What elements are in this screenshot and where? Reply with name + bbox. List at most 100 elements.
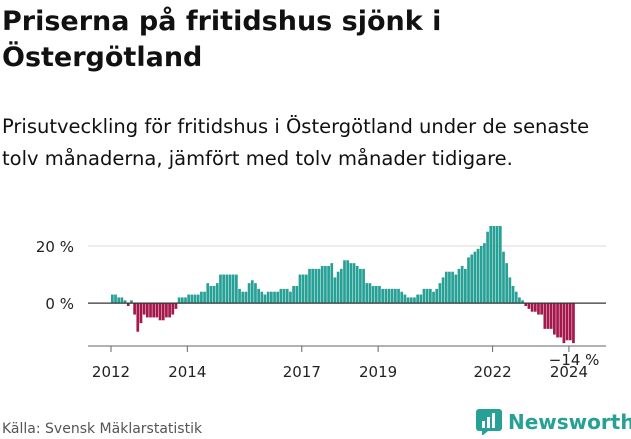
bar: [111, 294, 114, 304]
bar: [190, 294, 194, 304]
bar: [489, 226, 493, 304]
bar: [568, 303, 572, 341]
bar: [292, 286, 295, 304]
bar: [362, 268, 365, 304]
bar: [537, 303, 540, 315]
bar: [470, 254, 474, 304]
bar: [298, 274, 302, 304]
bar: [562, 303, 566, 344]
bar: [521, 300, 524, 304]
bar: [317, 268, 321, 304]
bar: [511, 286, 515, 304]
bar: [438, 283, 442, 304]
y-tick-label: 0 %: [45, 295, 74, 313]
bar: [559, 303, 563, 338]
bar: [196, 294, 200, 304]
bar: [473, 251, 477, 304]
x-tick-label: 2024: [550, 363, 588, 381]
x-tick-label: 2014: [168, 363, 206, 381]
bar: [161, 303, 165, 321]
bar: [219, 274, 222, 304]
bar: [177, 297, 181, 304]
value-annotation: −14 %: [549, 351, 600, 369]
bar: [454, 274, 458, 304]
bar: [349, 263, 353, 304]
bar: [336, 271, 340, 304]
bar: [543, 303, 547, 329]
bar: [320, 266, 324, 304]
bar: [270, 291, 273, 304]
bar: [448, 271, 451, 304]
bar: [120, 297, 124, 304]
bar: [460, 266, 464, 304]
bar: [145, 303, 149, 318]
bar: [422, 288, 426, 304]
bar: [324, 266, 327, 304]
bar: [289, 291, 292, 304]
bar: [222, 274, 226, 304]
bar: [130, 300, 133, 304]
bar: [384, 288, 388, 304]
y-tick-label: 20 %: [36, 238, 74, 256]
bar: [527, 303, 531, 309]
chart-title: Priserna på fritidshus sjönk i Östergötl…: [2, 6, 442, 73]
bar: [187, 294, 191, 304]
bar: [142, 303, 146, 315]
bar: [540, 303, 544, 315]
bar: [419, 294, 423, 304]
bar: [374, 286, 378, 304]
bar: [304, 274, 308, 304]
bar: [241, 291, 245, 304]
bar: [212, 286, 216, 304]
bar: [381, 288, 385, 304]
bar: [155, 303, 159, 318]
bar: [225, 274, 229, 304]
bar: [546, 303, 550, 329]
brand-name: Newsworthy: [508, 410, 631, 434]
bar: [184, 297, 187, 304]
bar: [406, 297, 410, 304]
bar: [425, 288, 429, 304]
bar: [279, 288, 283, 304]
bar: [409, 297, 413, 304]
bar: [139, 303, 143, 324]
brand-logo: Newsworthy: [476, 407, 631, 437]
bar: [330, 263, 334, 304]
bar: [215, 283, 219, 304]
bar: [530, 303, 534, 312]
bar: [467, 257, 470, 304]
bar: [403, 294, 407, 304]
bar: [572, 303, 575, 344]
bar: [117, 297, 121, 304]
bar: [276, 291, 280, 304]
bar: [244, 291, 248, 304]
bar: [200, 291, 203, 304]
bar: [295, 286, 299, 304]
bar: [476, 248, 480, 304]
bar: [180, 297, 184, 304]
bar: [355, 266, 359, 304]
bar: [451, 271, 454, 304]
bar: [533, 303, 537, 312]
bar: [314, 268, 318, 304]
bar: [457, 268, 461, 304]
bar: [444, 271, 448, 304]
bar: [308, 268, 311, 304]
bar: [266, 291, 270, 304]
bar: [339, 268, 343, 304]
bar: [343, 260, 346, 304]
bar: [508, 277, 512, 304]
bar-chart: 0 % 20 % 2012 2014 2017 2019 2022 2024−14 %: [36, 226, 606, 381]
newsworthy-chart-icon: [476, 409, 502, 435]
bar: [400, 291, 404, 304]
bar: [518, 297, 521, 304]
bar: [149, 303, 152, 318]
bar: [390, 288, 394, 304]
bar: [126, 303, 130, 306]
bar: [498, 226, 502, 304]
bar: [123, 300, 127, 304]
bar: [168, 303, 171, 318]
bar: [524, 303, 528, 306]
bar: [479, 246, 483, 304]
chart-subtitle: Prisutveckling för fritidshus i Östergöt…: [2, 115, 590, 170]
